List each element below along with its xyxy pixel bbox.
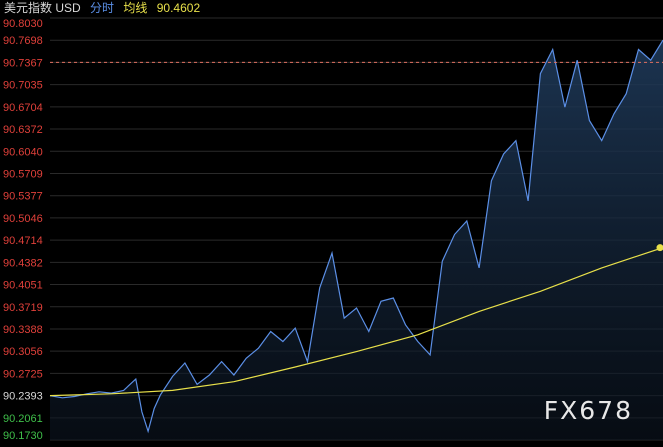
price-series xyxy=(49,39,663,434)
y-tick-label: 90.2061 xyxy=(3,413,43,425)
y-axis-ticks: 90.8030 90.7698 90.7367 90.7035 90.6704 90.63… xyxy=(3,18,43,442)
y-tick-label: 90.4382 xyxy=(3,257,43,269)
avg-last-point xyxy=(656,244,663,252)
avg-series xyxy=(49,244,663,397)
avg-value: 90.4602 xyxy=(156,1,201,15)
y-tick-label: 90.1730 xyxy=(3,430,43,442)
y-tick-label: 90.6704 xyxy=(3,102,43,114)
y-tick-label: 90.7367 xyxy=(3,57,43,69)
y-tick-label: 90.2393 xyxy=(3,391,43,403)
y-tick-label: 90.2725 xyxy=(3,368,43,380)
price-area xyxy=(50,40,663,440)
y-tick-label: 90.6040 xyxy=(3,146,43,158)
watermark-logo: FX678 xyxy=(543,396,633,425)
instrument-label: 美元指数 USD xyxy=(4,1,81,15)
y-tick-label: 90.3719 xyxy=(3,302,43,314)
price-area-fill xyxy=(50,40,663,440)
y-tick-label: 90.5709 xyxy=(3,168,43,180)
y-tick-label: 90.7035 xyxy=(3,80,43,92)
y-tick-label: 90.4714 xyxy=(3,235,43,247)
chart-header: 美元指数 USD 分时 均线 90.4602 xyxy=(4,1,206,15)
interval-label[interactable]: 分时 xyxy=(90,1,115,15)
y-tick-label: 90.8030 xyxy=(3,18,43,30)
y-tick-label: 90.3388 xyxy=(3,324,43,336)
y-tick-label: 90.5377 xyxy=(3,191,43,203)
y-tick-label: 90.3056 xyxy=(3,346,43,358)
y-tick-label: 90.7698 xyxy=(3,35,43,47)
price-line xyxy=(49,39,663,434)
avg-line xyxy=(49,247,663,397)
y-tick-label: 90.5046 xyxy=(3,213,43,225)
y-tick-label: 90.4051 xyxy=(3,280,43,292)
avg-label: 均线 xyxy=(123,1,148,15)
y-tick-label: 90.6372 xyxy=(3,124,43,136)
